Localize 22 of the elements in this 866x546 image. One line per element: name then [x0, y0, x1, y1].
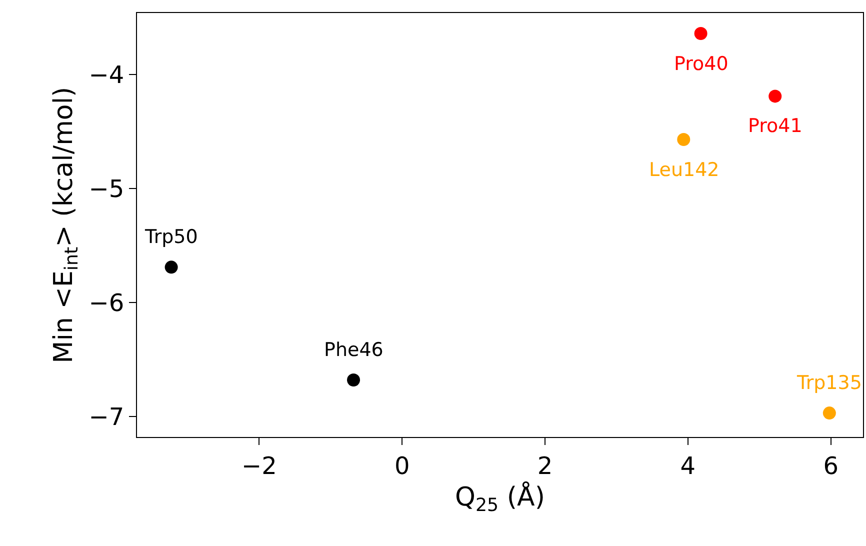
point: [694, 27, 708, 40]
point: [347, 374, 360, 387]
x-tick-label: 0: [394, 452, 410, 480]
y-tick-label: −5: [88, 174, 124, 203]
y-tick-label: −7: [88, 402, 124, 431]
point: [677, 133, 690, 146]
annotation: Trp135: [796, 372, 862, 394]
annotation: Pro40: [674, 53, 728, 75]
annotation: Phe46: [324, 339, 384, 361]
x-tick-label: 6: [823, 452, 838, 480]
x-tick-label: −2: [241, 452, 277, 480]
point: [768, 90, 782, 103]
x-axis-title: Q$_{25}$ (Å): [455, 480, 545, 516]
annotation: Trp50: [144, 226, 198, 248]
annotation: Leu142: [649, 159, 720, 181]
point: [164, 260, 178, 274]
annotation: Pro41: [748, 115, 802, 137]
point: [822, 406, 836, 420]
y-tick-label: −6: [88, 288, 124, 317]
x-tick-label: 2: [537, 452, 553, 480]
y-tick-label: −4: [88, 60, 124, 89]
x-tick-label: 4: [680, 452, 696, 480]
